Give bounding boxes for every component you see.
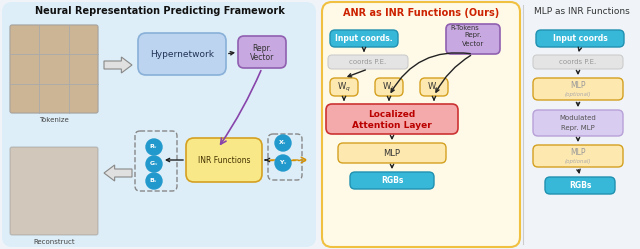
Text: R$_s$: R$_s$	[150, 142, 159, 151]
Text: W$_q$: W$_q$	[337, 80, 351, 94]
Text: RGBs: RGBs	[381, 176, 403, 185]
FancyBboxPatch shape	[338, 143, 446, 163]
Text: Modulated: Modulated	[559, 115, 596, 121]
Text: MLP as INR Functions: MLP as INR Functions	[534, 6, 630, 15]
Text: Repr.: Repr.	[252, 44, 272, 53]
Text: B$_s$: B$_s$	[150, 177, 159, 186]
Text: Vector: Vector	[250, 53, 274, 62]
Text: Tokenize: Tokenize	[39, 117, 69, 123]
Text: Attention Layer: Attention Layer	[352, 121, 432, 129]
Text: Reconstruct: Reconstruct	[33, 239, 75, 245]
FancyBboxPatch shape	[533, 110, 623, 136]
FancyBboxPatch shape	[322, 2, 520, 247]
Text: (optional): (optional)	[564, 91, 591, 97]
FancyBboxPatch shape	[350, 172, 434, 189]
Circle shape	[275, 155, 291, 171]
FancyBboxPatch shape	[536, 30, 624, 47]
Text: Repr.: Repr.	[464, 32, 482, 38]
FancyBboxPatch shape	[446, 24, 500, 54]
FancyBboxPatch shape	[420, 78, 448, 96]
FancyBboxPatch shape	[328, 55, 408, 69]
Text: Neural Representation Predicting Framework: Neural Representation Predicting Framewo…	[35, 6, 285, 16]
Text: coords P.E.: coords P.E.	[349, 59, 387, 65]
Text: RGBs: RGBs	[569, 181, 591, 190]
Text: Y$_s$: Y$_s$	[278, 159, 287, 167]
FancyBboxPatch shape	[2, 2, 316, 247]
FancyBboxPatch shape	[10, 25, 98, 113]
Circle shape	[146, 139, 162, 155]
Text: ANR as INR Functions (Ours): ANR as INR Functions (Ours)	[343, 8, 499, 18]
FancyBboxPatch shape	[326, 104, 458, 134]
FancyBboxPatch shape	[330, 30, 398, 47]
Text: MLP: MLP	[570, 80, 586, 89]
Polygon shape	[104, 165, 132, 181]
Text: Input coords.: Input coords.	[335, 34, 393, 43]
FancyBboxPatch shape	[533, 78, 623, 100]
FancyBboxPatch shape	[533, 145, 623, 167]
FancyBboxPatch shape	[375, 78, 403, 96]
FancyBboxPatch shape	[186, 138, 262, 182]
Circle shape	[146, 173, 162, 189]
Text: MLP: MLP	[570, 147, 586, 157]
Text: (optional): (optional)	[564, 159, 591, 164]
FancyBboxPatch shape	[330, 78, 358, 96]
Polygon shape	[104, 57, 132, 73]
Text: W$_k$: W$_k$	[382, 81, 396, 93]
Circle shape	[146, 156, 162, 172]
Text: Input coords: Input coords	[552, 34, 607, 43]
Text: R-Tokens: R-Tokens	[450, 25, 479, 31]
Text: X$_s$: X$_s$	[278, 138, 287, 147]
Text: Localized: Localized	[369, 110, 415, 119]
FancyBboxPatch shape	[533, 55, 623, 69]
Text: Vector: Vector	[462, 41, 484, 47]
Text: W$_v$: W$_v$	[427, 81, 441, 93]
Circle shape	[275, 135, 291, 151]
FancyBboxPatch shape	[238, 36, 286, 68]
Text: Repr. MLP: Repr. MLP	[561, 125, 595, 131]
FancyBboxPatch shape	[545, 177, 615, 194]
FancyBboxPatch shape	[138, 33, 226, 75]
Text: INR Functions: INR Functions	[198, 155, 250, 165]
Text: MLP: MLP	[383, 148, 401, 158]
Text: Hypernetwork: Hypernetwork	[150, 50, 214, 59]
FancyBboxPatch shape	[10, 25, 98, 113]
FancyBboxPatch shape	[10, 147, 98, 235]
Text: G$_s$: G$_s$	[149, 160, 159, 169]
Text: coords P.E.: coords P.E.	[559, 59, 596, 65]
